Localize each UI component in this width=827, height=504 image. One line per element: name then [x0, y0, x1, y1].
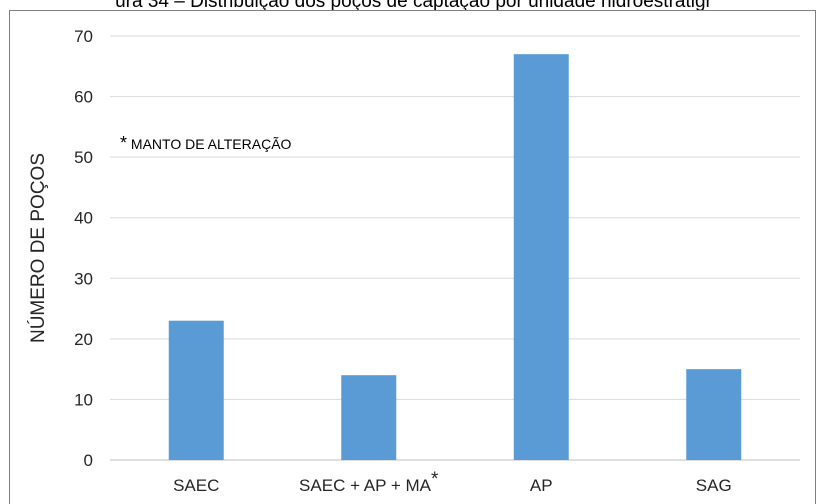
bars	[168, 54, 742, 461]
y-tick-label: 10	[74, 390, 93, 409]
gridlines	[110, 35, 800, 461]
y-tick-label: 30	[74, 269, 93, 288]
y-axis-title: NÚMERO DE POÇOS	[27, 153, 49, 343]
y-tick-label: 70	[74, 27, 93, 46]
y-tick-label: 0	[84, 451, 93, 470]
x-tick-label: SAEC	[173, 476, 219, 495]
y-tick-label: 50	[74, 148, 93, 167]
bar	[341, 375, 397, 460]
bar	[168, 320, 224, 460]
y-tick-label: 20	[74, 330, 93, 349]
bar	[686, 369, 742, 460]
y-tick-label: 40	[74, 209, 93, 228]
y-tick-label: 60	[74, 88, 93, 107]
figure-caption: ura 34 – Distribuição dos poços de capta…	[115, 0, 712, 12]
annotation-text: MANTO DE ALTERAÇÃO	[130, 136, 292, 152]
y-tick-labels: 0 10 20 30 40 50 60 70	[74, 27, 93, 470]
x-tick-label: SAEC + AP + MA*	[299, 469, 439, 495]
chart-frame	[9, 10, 816, 504]
x-tick-label: AP	[530, 476, 553, 495]
bar	[513, 54, 569, 461]
x-tick-labels: SAEC SAEC + AP + MA* AP SAG	[173, 469, 732, 495]
chart-annotation: * MANTO DE ALTERAÇÃO	[120, 133, 292, 153]
annotation-asterisk: *	[120, 133, 128, 153]
x-tick-label: SAG	[696, 476, 732, 495]
